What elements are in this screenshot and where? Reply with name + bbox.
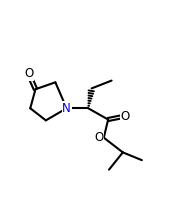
Text: O: O [94, 131, 104, 144]
Text: O: O [121, 110, 130, 123]
Text: O: O [24, 67, 33, 80]
Text: N: N [62, 102, 71, 115]
